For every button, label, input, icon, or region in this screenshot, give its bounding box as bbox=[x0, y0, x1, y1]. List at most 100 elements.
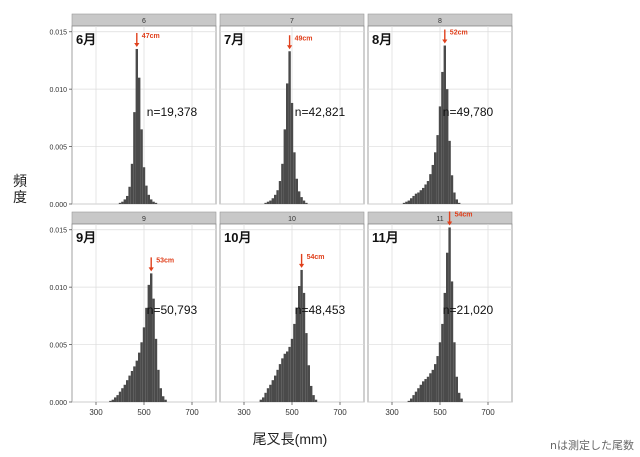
histogram-bar bbox=[283, 353, 286, 402]
histogram-bar bbox=[412, 195, 415, 204]
histogram-bar bbox=[152, 298, 155, 402]
y-tick-label: 0.005 bbox=[49, 145, 67, 152]
mode-label: 54cm bbox=[307, 254, 325, 261]
sample-size-label: n=19,378 bbox=[147, 105, 198, 119]
histogram-bar bbox=[150, 273, 153, 402]
histogram-bar bbox=[441, 323, 444, 402]
sample-size-label: n=21,020 bbox=[443, 303, 494, 317]
histogram-bar bbox=[147, 194, 150, 204]
mode-label: 47cm bbox=[142, 33, 160, 40]
x-axis-title: 尾叉長(mm) bbox=[253, 431, 328, 447]
histogram-bar bbox=[135, 360, 138, 402]
histogram-bar bbox=[142, 167, 146, 204]
histogram-bar bbox=[295, 307, 298, 402]
histogram-bar bbox=[419, 190, 422, 204]
histogram-bar bbox=[455, 376, 458, 402]
histogram-bar bbox=[290, 338, 294, 402]
histogram-bar bbox=[446, 252, 449, 402]
histogram-bar bbox=[269, 200, 272, 204]
month-label: 10月 bbox=[224, 230, 251, 245]
histogram-bar bbox=[455, 199, 458, 204]
histogram-bar bbox=[295, 178, 298, 204]
x-axis-ticks: 300 500 700 300 500 700 300 500 700 bbox=[89, 402, 495, 417]
mode-arrowhead bbox=[442, 39, 448, 44]
histogram-bar bbox=[128, 375, 131, 402]
histogram-bar bbox=[276, 369, 279, 402]
histogram-bar bbox=[410, 398, 413, 402]
histogram-bar bbox=[114, 397, 117, 402]
x-tick-label: 700 bbox=[333, 408, 347, 417]
sample-size-label: n=50,793 bbox=[147, 303, 198, 317]
x-tick-label: 700 bbox=[185, 408, 199, 417]
histogram-bar bbox=[159, 388, 162, 402]
histogram-bar bbox=[453, 342, 456, 402]
sample-size-label: n=42,821 bbox=[295, 105, 346, 119]
histogram-bar bbox=[305, 202, 308, 204]
histogram-bar bbox=[302, 200, 306, 204]
histogram-bar bbox=[426, 181, 430, 204]
histogram-bar bbox=[402, 202, 406, 204]
histogram-bar bbox=[278, 181, 282, 204]
footnote: nは測定した尾数 bbox=[550, 439, 634, 452]
facet-panel-6: 6 6月 n=19,378 47cm bbox=[71, 13, 217, 205]
histogram-bar bbox=[438, 106, 442, 204]
histogram-bar bbox=[422, 187, 425, 204]
histogram-bar bbox=[293, 323, 296, 402]
facet-strip-label: 8 bbox=[438, 18, 442, 25]
histogram-bar bbox=[448, 227, 451, 402]
histogram-bar bbox=[458, 392, 461, 402]
histogram-bar bbox=[300, 197, 303, 204]
histogram-bar bbox=[441, 71, 444, 204]
histogram-bar bbox=[426, 376, 430, 402]
histogram-bar bbox=[118, 391, 122, 402]
histogram-bar bbox=[314, 399, 318, 402]
histogram-bar bbox=[450, 175, 454, 204]
mode-arrowhead bbox=[134, 42, 140, 47]
y-axis-title: 頻度 bbox=[13, 173, 27, 205]
histogram-panels: 6 6月 n=19,378 47cm 7 7月 n=42,821 49cm 8 8月 n=49,78… bbox=[71, 13, 513, 403]
histogram-bar bbox=[145, 307, 148, 402]
histogram-bar bbox=[162, 396, 165, 402]
histogram-bar bbox=[407, 400, 410, 402]
histogram-bar bbox=[278, 364, 282, 402]
mode-label: 53cm bbox=[156, 257, 174, 264]
histogram-bar bbox=[271, 198, 274, 204]
y-tick-label: 0.000 bbox=[49, 202, 67, 209]
histogram-bar bbox=[259, 399, 262, 402]
histogram-bar bbox=[436, 135, 439, 204]
histogram-bar bbox=[133, 366, 136, 402]
y-tick-label: 0.015 bbox=[49, 228, 67, 235]
mode-label: 54cm bbox=[455, 211, 473, 218]
histogram-bar bbox=[281, 163, 284, 204]
histogram-bar bbox=[424, 379, 427, 402]
x-tick-label: 300 bbox=[237, 408, 251, 417]
month-label: 7月 bbox=[224, 32, 244, 47]
histogram-bar bbox=[121, 388, 124, 402]
y-tick-label: 0.010 bbox=[49, 285, 67, 292]
histogram-bar bbox=[154, 202, 158, 204]
month-label: 9月 bbox=[76, 230, 96, 245]
histogram-bar bbox=[414, 391, 418, 402]
histogram-bar bbox=[274, 375, 277, 402]
histogram-bar bbox=[116, 395, 119, 402]
histogram-bar bbox=[130, 163, 134, 204]
facet-strip-label: 6 bbox=[142, 18, 146, 25]
mode-label: 49cm bbox=[295, 35, 313, 42]
facet-strip-label: 9 bbox=[142, 216, 146, 223]
histogram-bar bbox=[271, 380, 274, 402]
histogram-bar bbox=[164, 399, 167, 402]
x-tick-label: 500 bbox=[285, 408, 299, 417]
facet-strip-label: 10 bbox=[288, 216, 296, 223]
histogram-bar bbox=[147, 284, 150, 402]
x-tick-label: 300 bbox=[89, 408, 103, 417]
histogram-bar bbox=[133, 112, 136, 204]
histogram-bar bbox=[128, 186, 131, 204]
histogram-bar bbox=[288, 346, 291, 402]
facet-panel-9: 9 9月 n=50,793 53cm bbox=[71, 211, 217, 403]
histogram-bar bbox=[123, 384, 126, 402]
facet-panel-8: 8 8月 n=49,780 52cm bbox=[367, 13, 513, 205]
histogram-bar bbox=[142, 327, 146, 402]
month-label: 8月 bbox=[372, 32, 392, 47]
histogram-bar bbox=[109, 400, 112, 402]
